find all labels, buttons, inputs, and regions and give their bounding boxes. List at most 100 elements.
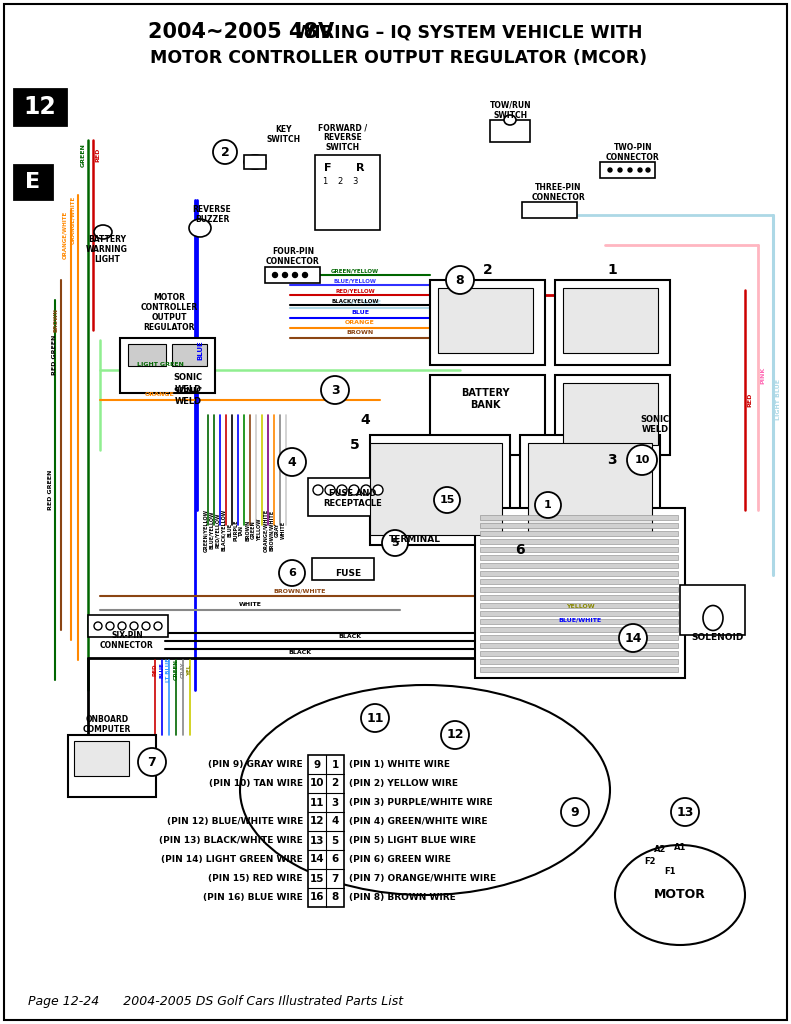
Bar xyxy=(244,155,266,169)
Text: CONNECTOR: CONNECTOR xyxy=(266,257,320,266)
Text: RED GREEN: RED GREEN xyxy=(47,470,52,510)
Text: BATTERY: BATTERY xyxy=(88,236,126,245)
Text: CONNECTOR: CONNECTOR xyxy=(606,154,660,163)
Bar xyxy=(480,539,678,544)
Text: A1: A1 xyxy=(674,844,686,853)
Text: 14: 14 xyxy=(310,854,324,864)
Text: 5: 5 xyxy=(350,438,360,452)
Text: 7: 7 xyxy=(331,873,339,884)
Text: RED: RED xyxy=(747,393,752,408)
Text: 3: 3 xyxy=(607,453,617,467)
Text: RECEPTACLE: RECEPTACLE xyxy=(324,500,382,509)
Bar xyxy=(480,595,678,600)
Text: ORANGE/WHITE: ORANGE/WHITE xyxy=(263,509,268,552)
Text: 11: 11 xyxy=(310,798,324,808)
Text: LT BLUE: LT BLUE xyxy=(166,658,172,682)
Text: MOTOR: MOTOR xyxy=(654,889,706,901)
Circle shape xyxy=(535,492,561,518)
Text: BLACK/YELLOW: BLACK/YELLOW xyxy=(221,509,226,551)
Text: (PIN 15) RED WIRE: (PIN 15) RED WIRE xyxy=(209,874,303,883)
Text: ORANGE: ORANGE xyxy=(345,321,375,326)
Text: 13: 13 xyxy=(310,836,324,846)
Text: (PIN 3) PURPLE/WHITE WIRE: (PIN 3) PURPLE/WHITE WIRE xyxy=(349,798,493,807)
Bar xyxy=(480,667,678,672)
Circle shape xyxy=(130,622,138,630)
Bar xyxy=(480,643,678,648)
Text: CONTROLLER: CONTROLLER xyxy=(140,303,198,312)
Text: SIX-PIN: SIX-PIN xyxy=(111,632,143,640)
Text: BLUE: BLUE xyxy=(227,523,232,537)
Text: 6: 6 xyxy=(331,854,339,864)
Text: (PIN 5) LIGHT BLUE WIRE: (PIN 5) LIGHT BLUE WIRE xyxy=(349,836,476,845)
Bar xyxy=(480,547,678,552)
Text: SWITCH: SWITCH xyxy=(494,111,528,120)
Circle shape xyxy=(279,560,305,586)
Text: 3: 3 xyxy=(352,177,358,186)
Text: BLUE/WHITE: BLUE/WHITE xyxy=(558,617,602,623)
Text: BLACK: BLACK xyxy=(339,635,361,640)
Text: THREE-PIN: THREE-PIN xyxy=(535,183,581,193)
Text: PURPLE: PURPLE xyxy=(233,519,238,541)
Text: F2: F2 xyxy=(644,857,656,866)
Text: BROWN: BROWN xyxy=(346,331,373,336)
Ellipse shape xyxy=(94,225,112,239)
Text: LIGHT BLUE: LIGHT BLUE xyxy=(775,380,781,421)
Text: 1: 1 xyxy=(323,177,327,186)
Circle shape xyxy=(313,485,323,495)
Bar xyxy=(563,288,658,353)
Bar xyxy=(563,383,658,445)
Text: 5: 5 xyxy=(331,836,339,846)
Text: WHITE: WHITE xyxy=(281,521,286,539)
Text: 3: 3 xyxy=(331,384,339,396)
Circle shape xyxy=(628,168,632,172)
Text: 8: 8 xyxy=(456,273,464,287)
Text: SWITCH: SWITCH xyxy=(267,135,301,144)
Text: 6: 6 xyxy=(288,568,296,578)
Text: 7: 7 xyxy=(148,756,157,768)
Text: F1: F1 xyxy=(664,867,676,877)
Text: 2004~2005 48V: 2004~2005 48V xyxy=(148,22,334,42)
Text: LIGHT BLUE: LIGHT BLUE xyxy=(339,300,380,305)
Circle shape xyxy=(646,168,650,172)
Text: 4: 4 xyxy=(331,816,339,826)
Text: BLUE/YELLOW: BLUE/YELLOW xyxy=(334,279,377,284)
Bar xyxy=(14,165,52,199)
Text: BLUE/YELLOW: BLUE/YELLOW xyxy=(209,511,214,549)
Bar xyxy=(172,344,207,366)
Text: (PIN 1) WHITE WIRE: (PIN 1) WHITE WIRE xyxy=(349,760,450,769)
Bar xyxy=(308,755,344,907)
Text: RED: RED xyxy=(153,664,157,676)
Text: R: R xyxy=(356,163,364,173)
Bar xyxy=(74,741,129,776)
Text: 2: 2 xyxy=(483,263,493,278)
Text: (PIN 8) BROWN WIRE: (PIN 8) BROWN WIRE xyxy=(349,893,456,902)
Bar xyxy=(480,603,678,608)
Ellipse shape xyxy=(504,115,516,125)
Text: 11: 11 xyxy=(366,712,384,725)
Text: FUSE AND: FUSE AND xyxy=(329,489,377,499)
Bar xyxy=(88,615,168,637)
Text: 9: 9 xyxy=(570,806,579,818)
Circle shape xyxy=(382,530,408,556)
Text: 15: 15 xyxy=(439,495,455,505)
Bar xyxy=(480,531,678,536)
Bar xyxy=(555,280,670,365)
Ellipse shape xyxy=(615,845,745,945)
Text: LIGHT: LIGHT xyxy=(94,256,120,264)
Circle shape xyxy=(337,485,347,495)
Circle shape xyxy=(302,272,308,278)
Text: TWO-PIN: TWO-PIN xyxy=(614,143,653,153)
Circle shape xyxy=(142,622,150,630)
Text: PINK: PINK xyxy=(760,367,766,384)
Text: BLUE: BLUE xyxy=(160,663,165,678)
Text: ORANGE/WHITE: ORANGE/WHITE xyxy=(70,196,75,244)
Text: BLUE: BLUE xyxy=(351,310,369,315)
Text: ORANGE/WHITE: ORANGE/WHITE xyxy=(62,211,67,259)
Text: SOLENOID: SOLENOID xyxy=(692,634,744,642)
Text: GREEN: GREEN xyxy=(173,659,179,680)
Text: 3: 3 xyxy=(331,798,339,808)
Text: CONNECTOR: CONNECTOR xyxy=(100,641,154,650)
Circle shape xyxy=(638,168,642,172)
Circle shape xyxy=(273,272,278,278)
Bar xyxy=(430,280,545,365)
